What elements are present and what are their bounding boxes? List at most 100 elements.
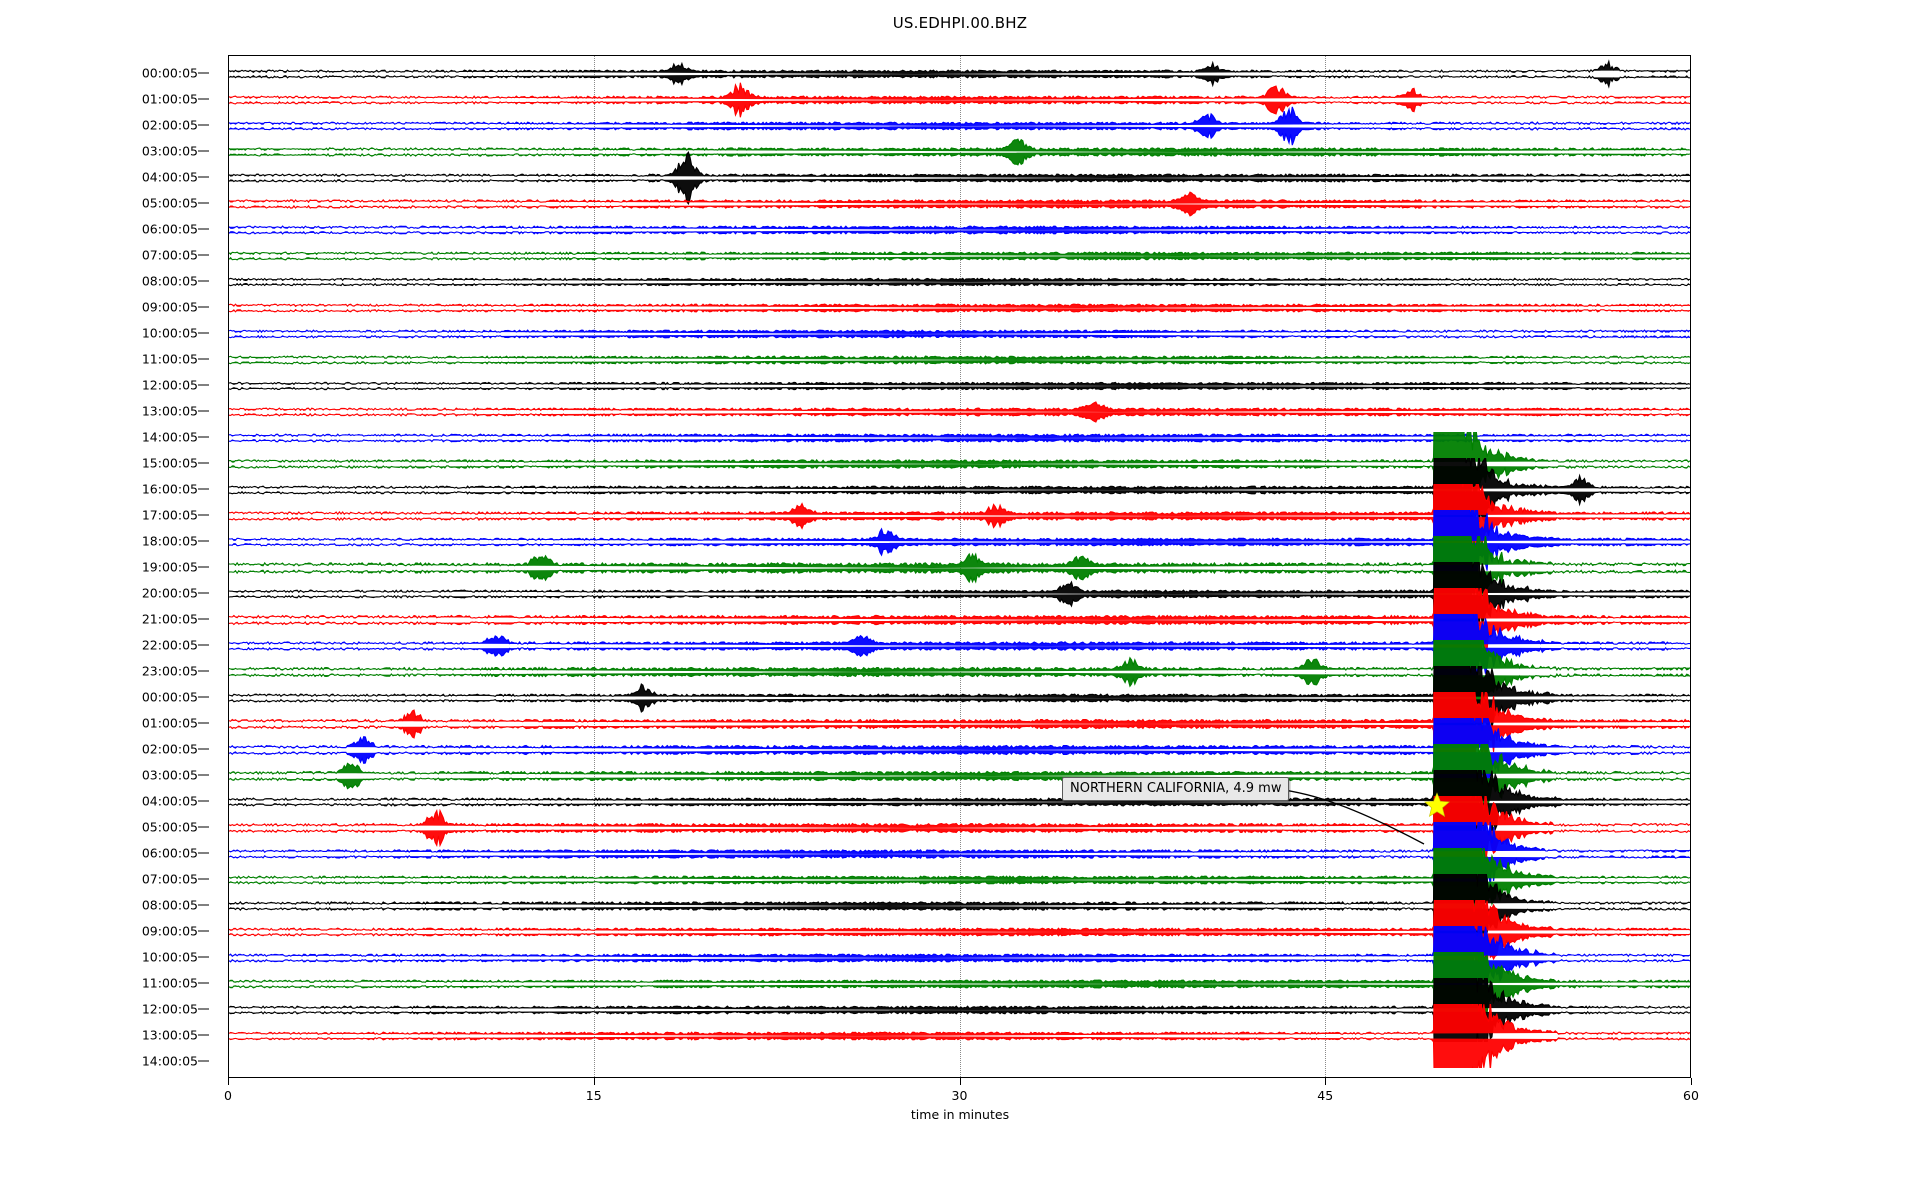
trace-waveform bbox=[229, 277, 1690, 287]
y-axis-tick-label: 14:00:05 bbox=[141, 429, 198, 445]
y-axis-tick-label: 12:00:05 bbox=[141, 1001, 198, 1017]
x-axis-tick-mark bbox=[1325, 1078, 1327, 1085]
y-axis-tick-mark bbox=[198, 436, 209, 438]
trace-waveform bbox=[229, 1003, 1690, 1068]
y-axis-tick-label: 23:00:05 bbox=[141, 663, 198, 679]
y-axis-tick-mark bbox=[198, 826, 209, 828]
y-axis-tick-mark bbox=[198, 202, 209, 204]
x-axis-tick-mark bbox=[1691, 1078, 1692, 1085]
trace-waveform bbox=[229, 899, 1690, 964]
trace-waveform bbox=[229, 639, 1690, 704]
y-axis-tick-label: 00:00:05 bbox=[141, 689, 198, 705]
trace-waveform bbox=[229, 977, 1690, 1042]
x-axis-tick-label: 45 bbox=[1317, 1088, 1334, 1103]
y-axis-tick-mark bbox=[198, 982, 209, 984]
y-axis-tick-label: 01:00:05 bbox=[141, 91, 198, 107]
x-axis-tick-mark bbox=[959, 1078, 961, 1085]
y-axis-tick-mark bbox=[198, 696, 209, 698]
gridline-45 bbox=[1324, 56, 1326, 1077]
y-axis-tick-label: 03:00:05 bbox=[141, 143, 198, 159]
y-axis-tick-label: 04:00:05 bbox=[141, 793, 198, 809]
y-axis-tick-label: 05:00:05 bbox=[141, 195, 198, 211]
y-axis-tick-label: 03:00:05 bbox=[141, 767, 198, 783]
trace-waveform bbox=[229, 587, 1690, 652]
x-axis-tick-label: 15 bbox=[585, 1088, 602, 1103]
y-axis-tick-mark bbox=[198, 540, 209, 542]
y-axis-tick-label: 02:00:05 bbox=[141, 741, 198, 757]
page-title: US.EDHPI.00.BHZ bbox=[892, 14, 1028, 32]
y-axis-tick-mark bbox=[198, 384, 209, 386]
y-axis-tick-mark bbox=[198, 644, 209, 646]
y-axis-tick-mark bbox=[198, 722, 209, 724]
trace-waveform bbox=[229, 138, 1690, 166]
y-axis-tick-label: 12:00:05 bbox=[141, 377, 198, 393]
trace-waveform bbox=[229, 400, 1690, 423]
y-axis-tick-mark bbox=[198, 228, 209, 230]
y-axis-tick-label: 16:00:05 bbox=[141, 481, 198, 497]
y-axis-tick-mark bbox=[198, 462, 209, 464]
y-axis-tick-mark bbox=[198, 774, 209, 776]
y-axis-tick-label: 10:00:05 bbox=[141, 325, 198, 341]
y-axis-labels: 00:00:05 01:00:05 02:00:05 03:00:05 04:00:05… bbox=[0, 55, 228, 1078]
plot-area bbox=[228, 55, 1691, 1078]
trace-waveform bbox=[229, 769, 1690, 834]
y-axis-tick-label: 20:00:05 bbox=[141, 585, 198, 601]
y-axis-tick-label: 08:00:05 bbox=[141, 897, 198, 913]
gridline-15 bbox=[594, 56, 596, 1077]
x-axis-tick-mark bbox=[228, 1078, 229, 1085]
y-axis-tick-mark bbox=[198, 618, 209, 620]
y-axis-tick-mark bbox=[198, 592, 209, 594]
trace-waveform bbox=[229, 665, 1690, 730]
y-axis-tick-label: 21:00:05 bbox=[141, 611, 198, 627]
y-axis-tick-mark bbox=[198, 254, 209, 256]
y-axis-tick-mark bbox=[198, 904, 209, 906]
trace-waveform bbox=[229, 691, 1690, 756]
trace-waveform bbox=[229, 106, 1690, 145]
trace-waveform bbox=[229, 535, 1690, 600]
trace-waveform bbox=[229, 328, 1690, 339]
trace-waveform bbox=[229, 509, 1690, 574]
earthquake-star-icon bbox=[1424, 792, 1450, 817]
seismic-traces bbox=[229, 56, 1690, 1077]
trace-waveform bbox=[229, 483, 1690, 548]
trace-waveform bbox=[229, 82, 1690, 118]
trace-waveform bbox=[229, 250, 1690, 261]
y-axis-tick-mark bbox=[198, 748, 209, 750]
y-axis-tick-mark bbox=[198, 1008, 209, 1010]
y-axis-tick-label: 13:00:05 bbox=[141, 1027, 198, 1043]
y-axis-tick-mark bbox=[198, 852, 209, 854]
y-axis-tick-mark bbox=[198, 358, 209, 360]
trace-waveform bbox=[229, 191, 1690, 217]
y-axis-tick-label: 01:00:05 bbox=[141, 715, 198, 731]
y-axis-tick-label: 11:00:05 bbox=[141, 351, 198, 367]
trace-waveform bbox=[229, 821, 1690, 886]
y-axis-tick-label: 07:00:05 bbox=[141, 871, 198, 887]
trace-waveform bbox=[229, 58, 1690, 89]
y-axis-tick-mark bbox=[198, 306, 209, 308]
trace-waveform bbox=[229, 381, 1690, 391]
trace-waveform bbox=[229, 717, 1690, 782]
y-axis-tick-label: 13:00:05 bbox=[141, 403, 198, 419]
trace-waveform bbox=[229, 951, 1690, 1016]
y-axis-tick-label: 07:00:05 bbox=[141, 247, 198, 263]
y-axis-tick-mark bbox=[198, 930, 209, 932]
trace-waveform bbox=[229, 743, 1690, 808]
y-axis-tick-label: 02:00:05 bbox=[141, 117, 198, 133]
y-axis-tick-label: 17:00:05 bbox=[141, 507, 198, 523]
y-axis-tick-mark bbox=[198, 410, 209, 412]
y-axis-tick-label: 14:00:05 bbox=[141, 1053, 198, 1069]
y-axis-tick-mark bbox=[198, 280, 209, 282]
trace-waveform bbox=[229, 457, 1690, 522]
y-axis-tick-mark bbox=[198, 488, 209, 490]
y-axis-tick-label: 08:00:05 bbox=[141, 273, 198, 289]
trace-waveform bbox=[229, 873, 1690, 938]
trace-waveform bbox=[229, 613, 1690, 678]
trace-waveform bbox=[229, 150, 1690, 205]
y-axis-tick-label: 06:00:05 bbox=[141, 845, 198, 861]
trace-waveform bbox=[229, 354, 1690, 365]
x-axis-tick-mark bbox=[593, 1078, 595, 1085]
y-axis-tick-label: 04:00:05 bbox=[141, 169, 198, 185]
y-axis-tick-mark bbox=[198, 176, 209, 178]
y-axis-tick-label: 15:00:05 bbox=[141, 455, 198, 471]
